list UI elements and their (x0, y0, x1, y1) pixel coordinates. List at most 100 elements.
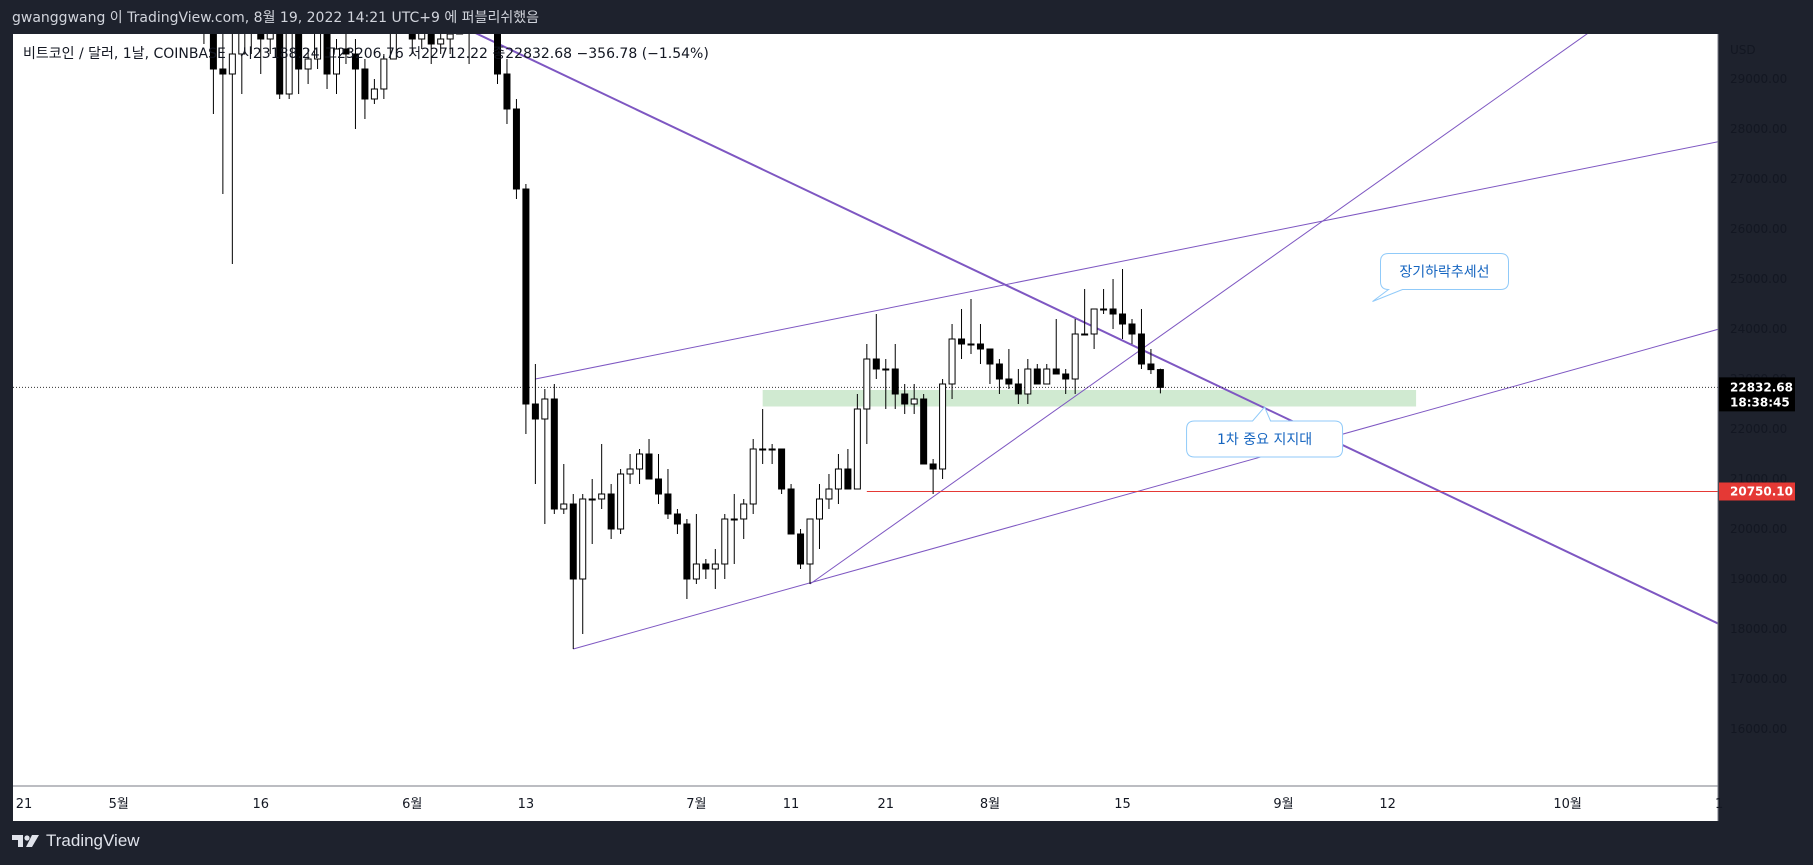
tradingview-logo-icon (12, 835, 39, 847)
candle (295, 34, 303, 94)
chart-plot-background (13, 34, 1718, 821)
y-tick-label: 17000.00 (1730, 672, 1787, 686)
candle (468, 34, 470, 64)
candle-body (579, 498, 587, 580)
candle-body (1043, 368, 1051, 385)
candle-body (380, 58, 388, 90)
candle-body (1147, 363, 1155, 371)
candle (512, 99, 520, 199)
candle (910, 384, 918, 414)
candle (626, 454, 634, 484)
candle (1137, 309, 1145, 369)
candle-body (276, 34, 284, 95)
candle-body (702, 563, 710, 570)
candle (967, 299, 975, 354)
candle (844, 449, 852, 490)
candle (872, 314, 880, 379)
y-tick-label: 29000.00 (1730, 72, 1787, 86)
candle-body (1109, 308, 1117, 315)
candle (1119, 269, 1127, 339)
candle (209, 34, 217, 114)
candle-body (598, 493, 606, 500)
candle-body (1119, 313, 1127, 325)
x-tick-label: 6월 (402, 797, 422, 812)
candle-body (730, 518, 738, 521)
candle (759, 409, 767, 464)
candle-body (1014, 383, 1022, 395)
candle (891, 344, 899, 409)
publish-info: gwanggwang 이 TradingView.com, 8월 19, 202… (12, 10, 539, 26)
candle (380, 54, 388, 99)
y-tick-label: 19000.00 (1730, 572, 1787, 586)
candle-body (1005, 378, 1013, 385)
candle (948, 324, 956, 399)
x-tick-label: 1 (1715, 797, 1723, 812)
candle (730, 494, 738, 564)
candle (569, 494, 577, 649)
support-zone-layer (762, 390, 1417, 407)
candle-body (815, 498, 823, 520)
last-price-value: 22832.68 (1730, 380, 1793, 394)
candle (815, 484, 823, 549)
candle-body (389, 34, 397, 60)
candle (976, 324, 984, 364)
candle (1109, 279, 1117, 329)
candle (408, 34, 416, 54)
candle-body (673, 513, 681, 525)
candle (673, 509, 681, 534)
x-tick-label: 15 (1114, 797, 1131, 812)
x-tick-label: 10월 (1553, 797, 1582, 812)
candle-body (494, 34, 501, 75)
candle (228, 34, 236, 264)
candle (664, 469, 672, 519)
candle-body (986, 348, 994, 365)
y-tick-label: 18000.00 (1730, 622, 1787, 636)
upper-channel-line (535, 141, 1718, 380)
candle-body (351, 53, 359, 70)
candle (370, 79, 378, 104)
rising-support-line (809, 34, 1588, 585)
support-callout: 1차 중요 지지대 (1186, 406, 1344, 458)
candle (882, 359, 890, 409)
candle (834, 454, 842, 504)
candle-body (1033, 368, 1041, 385)
candle-body (1062, 373, 1070, 380)
x-tick-label: 16 (252, 797, 269, 812)
candle (607, 484, 615, 539)
y-tick-label: 27000.00 (1730, 172, 1787, 186)
candle (1014, 369, 1022, 404)
candle-body (418, 34, 426, 40)
candle (389, 34, 397, 60)
candle (1043, 364, 1051, 385)
candle (778, 448, 786, 494)
candle (550, 384, 558, 514)
x-tick-label: 13 (518, 797, 535, 812)
candle-body (740, 503, 748, 520)
ohlc-readout: 시23188.24 고23206.76 저22712.22 종22832.68 … (240, 46, 709, 62)
candle (1071, 319, 1079, 394)
x-tick-label: 7월 (686, 797, 706, 812)
candle-body (645, 453, 653, 480)
y-tick-label: 26000.00 (1730, 222, 1787, 236)
support-zone (762, 390, 1417, 407)
candle-body (910, 398, 918, 405)
overlay-layer: 장기하락추세선 1차 중요 지지대 (1186, 253, 1509, 458)
candle (740, 499, 748, 539)
candle-body (1128, 323, 1136, 335)
candle (598, 444, 606, 509)
y-tick-label: 22000.00 (1730, 422, 1787, 436)
candle (248, 0, 254, 54)
candle-body (569, 503, 577, 580)
candle-body (314, 34, 322, 60)
tradingview-logo[interactable]: TradingView (12, 831, 140, 851)
candle-body (503, 73, 511, 110)
candle-body (958, 338, 966, 345)
candle (787, 484, 795, 535)
candle-body (248, 0, 254, 29)
candle-body (257, 34, 265, 40)
candle (939, 379, 947, 479)
candle-body (266, 34, 274, 40)
candle-body (664, 493, 672, 515)
